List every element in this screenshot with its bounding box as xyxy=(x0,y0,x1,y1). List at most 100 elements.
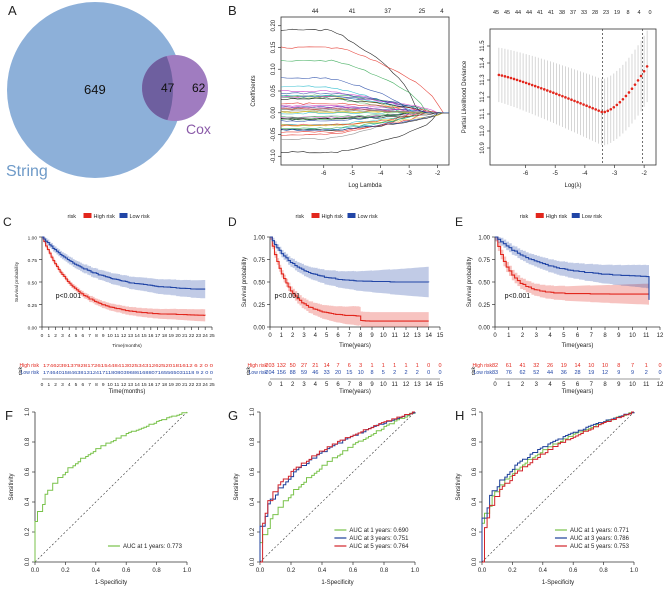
deviance-point xyxy=(509,76,513,80)
deviance-point xyxy=(506,75,510,79)
x-tick-label: 24 xyxy=(203,333,209,339)
risk-axis-tick: 22 xyxy=(189,382,195,388)
x-tick-label: 6 xyxy=(81,333,84,339)
deviance-point xyxy=(633,83,637,86)
risk-axis-tick: 0 xyxy=(41,382,44,388)
risk-count-low: 156 xyxy=(277,370,286,376)
top-tick-label: 41 xyxy=(548,10,554,16)
x-tick-label: 23 xyxy=(196,333,202,339)
risk-count-low: 28 xyxy=(574,370,580,376)
x-tick-label: 12 xyxy=(403,333,410,339)
y-tick-label: 0.6 xyxy=(25,467,31,476)
y-tick-label: 0.75 xyxy=(478,258,490,264)
risk-axis-label: Time(years) xyxy=(339,389,371,395)
y-axis-label: Sensitivity xyxy=(234,473,240,500)
risk-count-low: 0 xyxy=(658,370,661,376)
legend-label: High risk xyxy=(546,214,568,220)
risk-axis-tick: 11 xyxy=(114,382,119,388)
risk-count-high: 0 xyxy=(658,363,661,369)
y-tick-label: 11.2 xyxy=(480,91,486,103)
x-tick-label: 1 xyxy=(280,333,284,339)
x-tick-label: 6 xyxy=(336,333,340,339)
legend-label: Low risk xyxy=(130,214,150,220)
deviance-point xyxy=(606,109,610,113)
y-tick-label: 0.0 xyxy=(250,557,256,566)
x-tick-label: 10 xyxy=(629,333,636,339)
risk-axis-tick: 5 xyxy=(325,382,329,388)
venn-overlap-count: 47 xyxy=(161,81,175,95)
deviance-point xyxy=(576,100,579,104)
risk-count-low: 12 xyxy=(602,370,608,376)
x-tick-label: 15 xyxy=(141,333,147,339)
risk-count-low: 52 xyxy=(533,370,539,376)
risk-count-low: 9 xyxy=(617,370,620,376)
x-tick-label: 0.8 xyxy=(380,568,389,574)
y-axis-label: Sensitivity xyxy=(456,473,462,500)
risk-count-high: 26 xyxy=(547,363,553,369)
risk-axis-tick: 0 xyxy=(268,382,272,388)
risk-count-high: 1 xyxy=(404,363,407,369)
x-tick-label: 5 xyxy=(562,333,566,339)
x-tick-label: 1.0 xyxy=(183,568,192,574)
x-axis-label: Time(years) xyxy=(339,343,371,349)
x-tick-label: 22 xyxy=(189,333,195,339)
x-tick-label: 4 xyxy=(314,333,318,339)
y-tick-label: 0.0 xyxy=(472,557,478,566)
deviance-point xyxy=(533,84,537,88)
risk-count-high: 132 xyxy=(277,363,286,369)
coefficient-path xyxy=(280,46,449,114)
risk-count-high: 10 xyxy=(588,363,594,369)
risk-axis-tick: 21 xyxy=(182,382,188,388)
x-tick-label: 0.2 xyxy=(61,568,70,574)
x-axis-label: Log(λ) xyxy=(564,183,581,189)
risk-count-low: 59 xyxy=(301,370,307,376)
confidence-band xyxy=(42,237,206,322)
risk-count-high: 7 xyxy=(631,363,634,369)
x-tick-label: 8 xyxy=(359,333,363,339)
x-tick-label: 9 xyxy=(102,333,105,339)
x-tick-label: -3 xyxy=(612,171,618,177)
top-tick-label: 33 xyxy=(581,10,587,16)
deviance-point xyxy=(603,110,607,114)
panel-label-h: H xyxy=(455,408,465,423)
deviance-point xyxy=(536,85,540,89)
y-tick-label: 0.6 xyxy=(250,467,256,476)
x-tick-label: 1.0 xyxy=(411,568,420,574)
risk-axis-tick: 15 xyxy=(437,382,444,388)
risk-count-high: 1 xyxy=(416,363,419,369)
risk-row-label: Low risk xyxy=(474,370,493,376)
risk-axis-tick: 23 xyxy=(196,382,202,388)
risk-count-low: 204 xyxy=(265,370,274,376)
x-tick-label: 0.6 xyxy=(349,568,358,574)
deviance-point xyxy=(645,65,649,68)
y-tick-label: 1.00 xyxy=(28,236,38,242)
deviance-point xyxy=(615,103,619,107)
x-tick-label: 0.4 xyxy=(318,568,327,574)
x-tick-label: 18 xyxy=(162,333,168,339)
diagonal-reference xyxy=(481,411,635,563)
legend-label: AUC at 1 years: 0.690 xyxy=(349,528,409,534)
x-tick-label: 8 xyxy=(95,333,98,339)
risk-axis-tick: 6 xyxy=(576,382,580,388)
top-tick-label: 23 xyxy=(603,10,609,16)
x-tick-label: 1 xyxy=(507,333,511,339)
coefficient-path xyxy=(280,110,449,114)
risk-count-low: 20 xyxy=(335,370,341,376)
risk-count-low: 10 xyxy=(358,370,364,376)
risk-row-label: High risk xyxy=(20,363,40,369)
confidence-band xyxy=(270,237,429,298)
x-tick-label: 19 xyxy=(169,333,175,339)
x-tick-label: 9 xyxy=(370,333,374,339)
risk-count-high: 7 xyxy=(336,363,339,369)
venn-diagram: 649 47 62 String Cox xyxy=(6,2,211,180)
x-tick-label: 2 xyxy=(521,333,525,339)
x-tick-label: 3 xyxy=(302,333,306,339)
risk-count-low: 76 xyxy=(506,370,512,376)
y-tick-label: 0.50 xyxy=(28,281,38,287)
x-tick-label: 0 xyxy=(268,333,272,339)
risk-axis-tick: 3 xyxy=(61,382,64,388)
deviance-point xyxy=(524,81,528,85)
x-tick-label: 11 xyxy=(643,333,650,339)
confidence-band xyxy=(42,237,206,299)
venn-overlap xyxy=(142,56,174,121)
